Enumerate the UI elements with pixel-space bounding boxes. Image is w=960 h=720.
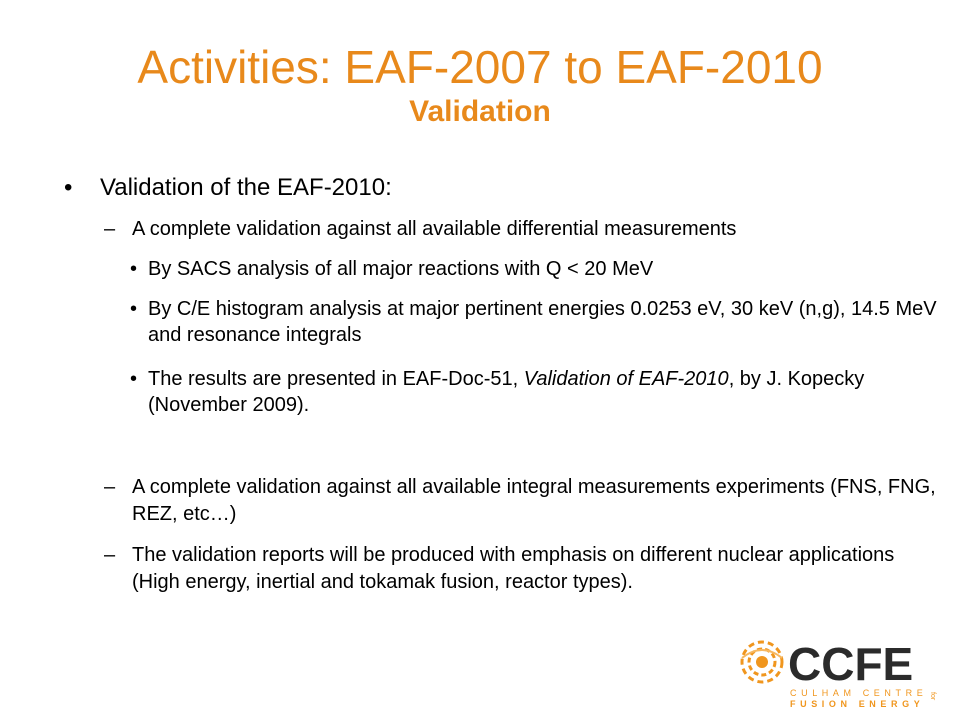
bullet-results: • The results are presented in EAF-Doc-5…: [130, 366, 942, 418]
bullet-icon: •: [64, 174, 73, 201]
ccfe-logo: CCFE CULHAM CENTRE FUSION ENERGY for: [740, 638, 936, 709]
bullet-sacs: • By SACS analysis of all major reaction…: [130, 256, 942, 282]
logo-line2: FUSION ENERGY: [790, 699, 924, 709]
bullet-icon: •: [130, 258, 138, 280]
bullet-text-suffix: , by J. Kopecky (November 2009).: [148, 368, 865, 416]
bullet-icon: •: [130, 368, 138, 390]
sun-emblem-icon: [740, 640, 784, 684]
slide-subtitle: Validation: [409, 95, 551, 128]
logo-line1: CULHAM CENTRE: [790, 688, 927, 698]
bullet-text-prefix: The results are presented in EAF-Doc-51,: [148, 368, 524, 390]
slide-title: Activities: EAF-2007 to EAF-2010: [137, 41, 823, 93]
bullet-text: By C/E histogram analysis at major perti…: [148, 298, 937, 346]
sub-item-reports: – The validation reports will be produce…: [104, 542, 944, 596]
slide-title-block: Activities: EAF-2007 to EAF-2010 Validat…: [0, 40, 960, 130]
bullet-icon: •: [130, 298, 138, 320]
dash-icon: –: [104, 218, 116, 240]
logo-side-text: for: [929, 692, 936, 701]
sub-item-differential: – A complete validation against all avai…: [104, 216, 944, 243]
bullet-text: The results are presented in EAF-Doc-51,…: [148, 366, 942, 418]
dash-icon: –: [104, 544, 116, 566]
bullet-text: By SACS analysis of all major reactions …: [148, 258, 654, 280]
logo-wordmark: CCFE: [788, 638, 913, 690]
sub-item-text: The validation reports will be produced …: [132, 544, 895, 593]
report-title: Validation of EAF-2010: [523, 368, 729, 390]
main-bullet-text: Validation of the EAF-2010:: [100, 174, 392, 201]
sub-item-text: A complete validation against all availa…: [132, 476, 936, 525]
bullet-ce-histogram: • By C/E histogram analysis at major per…: [130, 296, 942, 348]
dash-icon: –: [104, 476, 116, 498]
sub-item-integral: – A complete validation against all avai…: [104, 474, 944, 528]
sub-item-text: A complete validation against all availa…: [132, 218, 737, 240]
